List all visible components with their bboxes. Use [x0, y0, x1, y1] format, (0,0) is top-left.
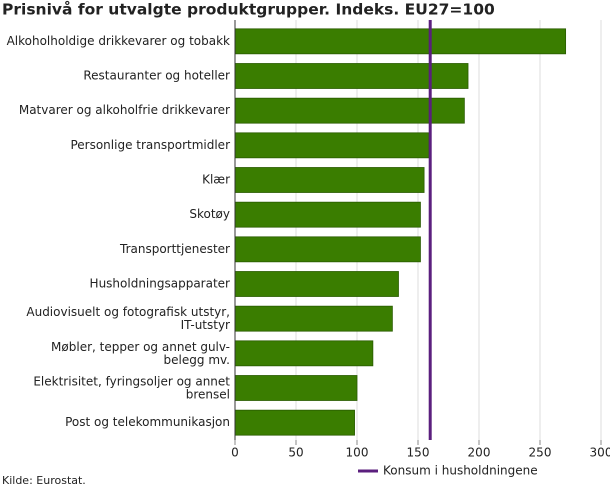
y-tick-label: Elektrisitet, fyringsoljer og annet brens…: [33, 374, 230, 401]
y-tick-label: Matvarer og alkoholfrie drikkevarer: [19, 103, 230, 117]
x-tick-label: 50: [288, 446, 303, 460]
y-tick-label: Audiovisuelt og fotografisk utstyr, IT-ut…: [26, 305, 230, 332]
x-tick-label: 200: [468, 446, 491, 460]
y-tick-label: Klær: [202, 173, 230, 187]
bar: [234, 340, 374, 367]
y-tick-label: Møbler, tepper og annet gulv-belegg mv.: [51, 339, 230, 366]
bar: [234, 236, 421, 263]
bar: [234, 167, 425, 193]
y-tick-label: Alkoholholdige drikkevarer og tobakk: [7, 34, 230, 48]
x-tick-label: 250: [529, 446, 552, 460]
x-tick-label: 0: [231, 446, 239, 460]
bar: [234, 28, 567, 55]
bar: [234, 201, 421, 228]
x-tick-label: 300: [590, 446, 610, 460]
bar: [234, 97, 465, 124]
y-tick-label: Transporttjenester: [119, 242, 230, 256]
y-tick-label: Post og telekommunikasjon: [65, 415, 230, 429]
bar: [234, 305, 393, 332]
bar: [234, 271, 399, 297]
source: Kilde: Eurostat.: [2, 474, 86, 487]
y-tick-label: Restauranter og hoteller: [83, 69, 230, 83]
bar: [234, 409, 355, 436]
x-tick-label: 100: [346, 446, 369, 460]
bar: [234, 63, 469, 89]
chart-title: Prisnivå for utvalgte produktgrupper. In…: [2, 0, 495, 19]
bar: [234, 132, 430, 159]
y-tick-label: Skotøy: [189, 207, 230, 221]
y-tick-label: Personlige transportmidler: [70, 138, 230, 152]
x-tick-label: 150: [407, 446, 430, 460]
bar: [234, 375, 358, 401]
y-tick-label: Husholdningsapparater: [90, 277, 231, 291]
legend-label: Konsum i husholdningene: [383, 464, 538, 478]
